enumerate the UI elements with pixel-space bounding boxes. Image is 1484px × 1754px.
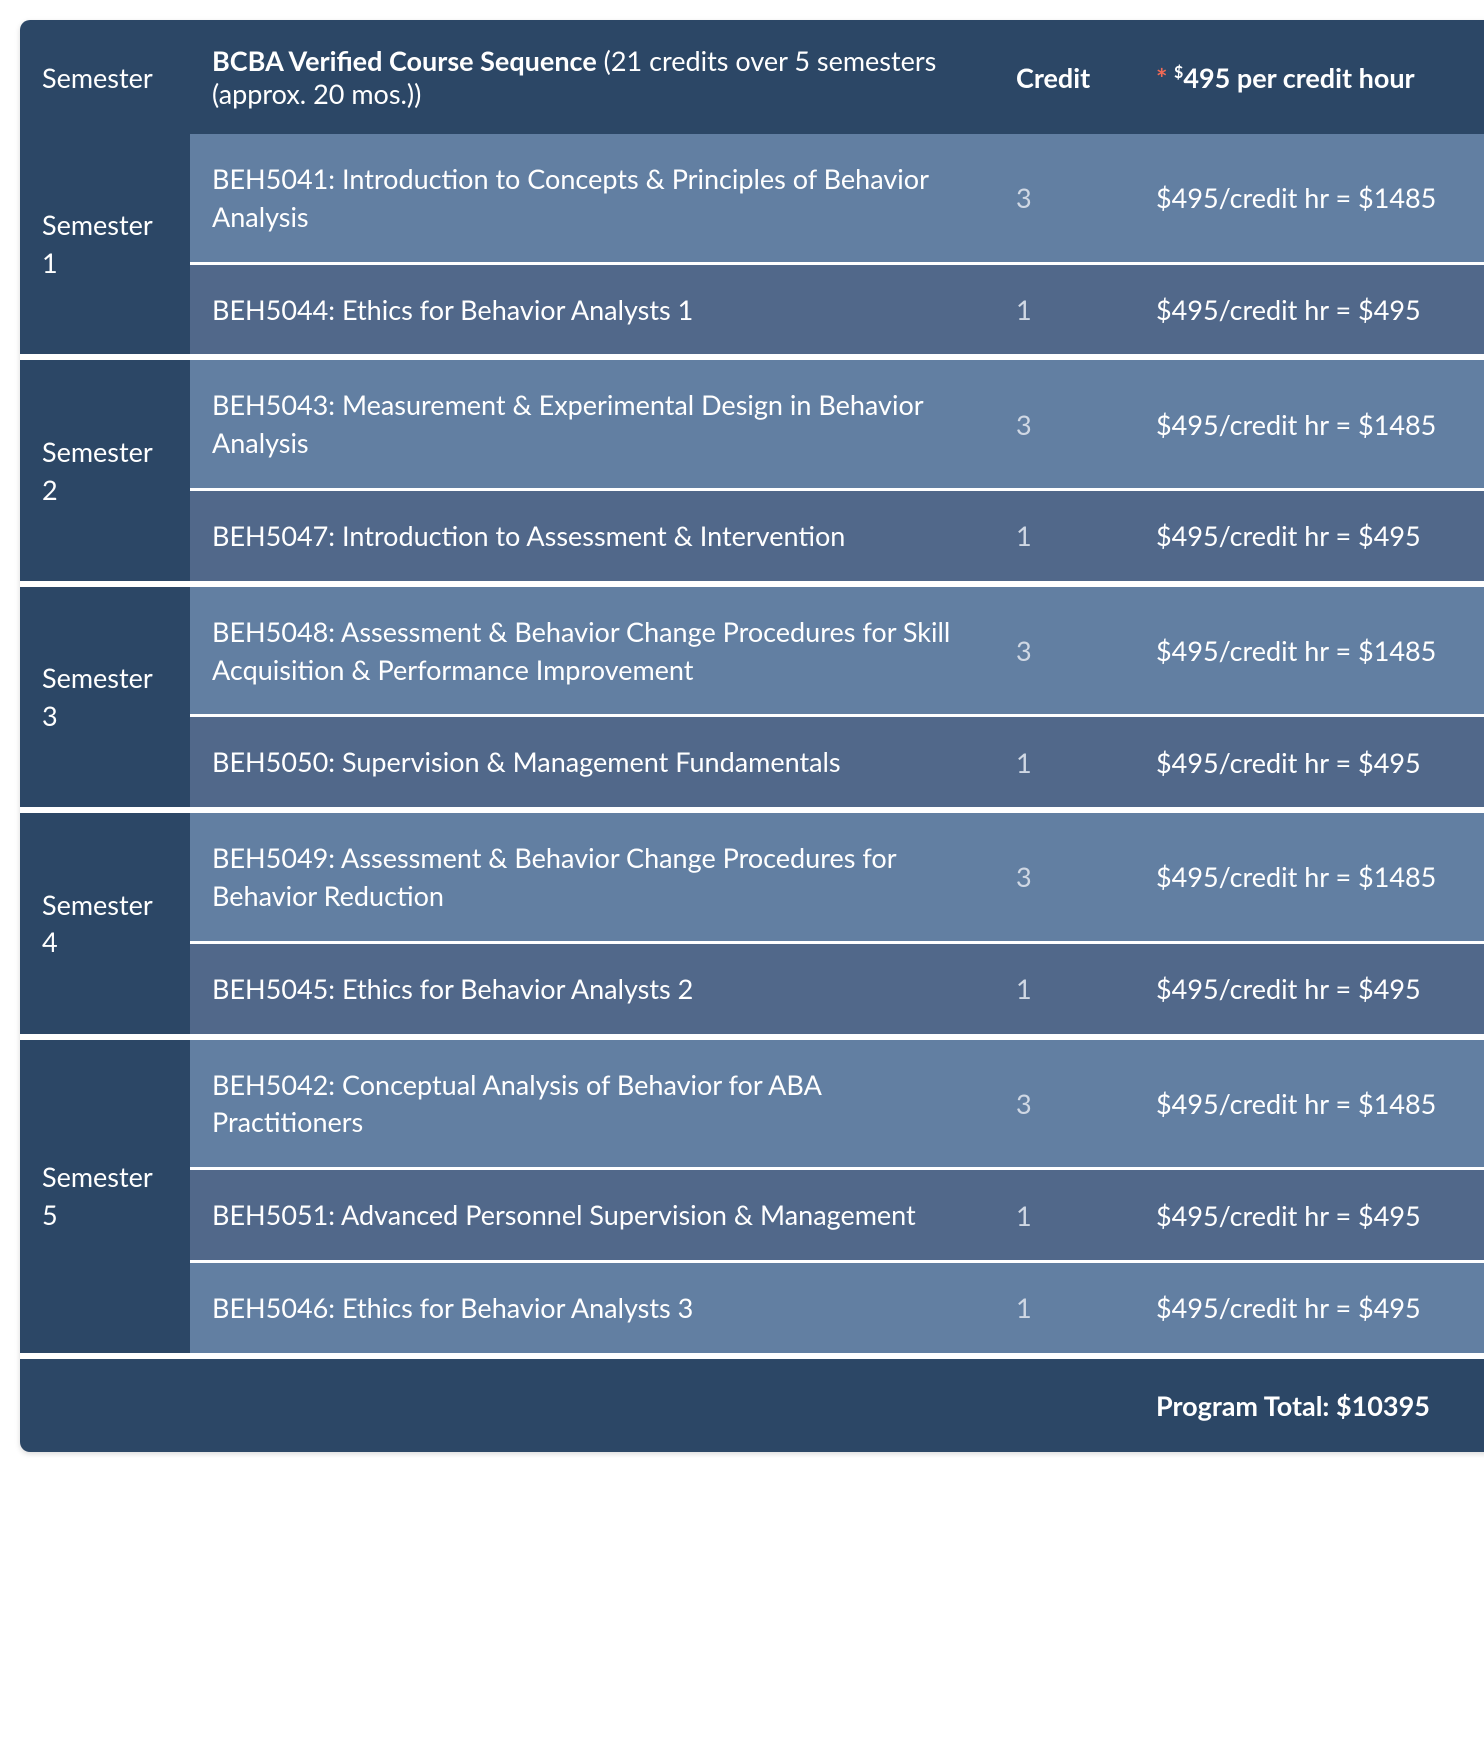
header-row: Semester BCBA Verified Course Sequence (… — [20, 20, 1484, 134]
course-price: $495/credit hr = $495 — [1134, 488, 1484, 581]
header-credit: Credit — [994, 20, 1134, 134]
course-price: $495/credit hr = $495 — [1134, 714, 1484, 807]
course-price: $495/credit hr = $495 — [1134, 1260, 1484, 1353]
table-row: BEH5051: Advanced Personnel Supervision … — [20, 1167, 1484, 1260]
table-row: Semester2BEH5043: Measurement & Experime… — [20, 354, 1484, 488]
course-credit: 1 — [994, 714, 1134, 807]
course-credit: 3 — [994, 134, 1134, 262]
course-price: $495/credit hr = $1485 — [1134, 581, 1484, 715]
table-row: Semester4BEH5049: Assessment & Behavior … — [20, 807, 1484, 941]
course-title: BEH5050: Supervision & Management Fundam… — [190, 714, 994, 807]
course-price: $495/credit hr = $1485 — [1134, 354, 1484, 488]
course-title: BEH5042: Conceptual Analysis of Behavior… — [190, 1034, 994, 1168]
table-row: BEH5047: Introduction to Assessment & In… — [20, 488, 1484, 581]
course-credit: 3 — [994, 807, 1134, 941]
semester-cell: Semester5 — [20, 1034, 190, 1353]
footer-row: Program Total: $10395 — [20, 1353, 1484, 1452]
semester-cell: Semester1 — [20, 134, 190, 354]
course-price: $495/credit hr = $495 — [1134, 262, 1484, 355]
course-credit: 3 — [994, 354, 1134, 488]
course-tbody: Semester1BEH5041: Introduction to Concep… — [20, 134, 1484, 1353]
course-table-wrap: Semester BCBA Verified Course Sequence (… — [20, 20, 1484, 1452]
course-credit: 3 — [994, 1034, 1134, 1168]
table-row: Semester3BEH5048: Assessment & Behavior … — [20, 581, 1484, 715]
course-credit: 1 — [994, 262, 1134, 355]
course-price: $495/credit hr = $495 — [1134, 941, 1484, 1034]
header-asterisk: * — [1156, 61, 1167, 94]
header-dollar: $ — [1174, 63, 1183, 82]
course-title: BEH5047: Introduction to Assessment & In… — [190, 488, 994, 581]
course-price: $495/credit hr = $1485 — [1134, 134, 1484, 262]
course-title: BEH5045: Ethics for Behavior Analysts 2 — [190, 941, 994, 1034]
course-price: $495/credit hr = $495 — [1134, 1167, 1484, 1260]
header-course: BCBA Verified Course Sequence (21 credit… — [190, 20, 994, 134]
header-price: * $495 per credit hour — [1134, 20, 1484, 134]
table-row: BEH5045: Ethics for Behavior Analysts 21… — [20, 941, 1484, 1034]
course-credit: 1 — [994, 1260, 1134, 1353]
course-price: $495/credit hr = $1485 — [1134, 807, 1484, 941]
course-title: BEH5048: Assessment & Behavior Change Pr… — [190, 581, 994, 715]
course-credit: 1 — [994, 1167, 1134, 1260]
course-credit: 1 — [994, 941, 1134, 1034]
course-title: BEH5044: Ethics for Behavior Analysts 1 — [190, 262, 994, 355]
header-semester: Semester — [20, 20, 190, 134]
table-row: Semester5BEH5042: Conceptual Analysis of… — [20, 1034, 1484, 1168]
table-row: BEH5044: Ethics for Behavior Analysts 11… — [20, 262, 1484, 355]
semester-cell: Semester3 — [20, 581, 190, 807]
table-row: Semester1BEH5041: Introduction to Concep… — [20, 134, 1484, 262]
course-title: BEH5046: Ethics for Behavior Analysts 3 — [190, 1260, 994, 1353]
table-row: BEH5050: Supervision & Management Fundam… — [20, 714, 1484, 807]
course-credit: 3 — [994, 581, 1134, 715]
course-price: $495/credit hr = $1485 — [1134, 1034, 1484, 1168]
course-title: BEH5051: Advanced Personnel Supervision … — [190, 1167, 994, 1260]
footer-total: Program Total: $10395 — [1134, 1353, 1484, 1452]
semester-cell: Semester2 — [20, 354, 190, 580]
header-price-text: 495 per credit hour — [1183, 61, 1414, 94]
course-title: BEH5043: Measurement & Experimental Desi… — [190, 354, 994, 488]
semester-cell: Semester4 — [20, 807, 190, 1033]
header-course-bold: BCBA Verified Course Sequence — [212, 44, 597, 77]
course-title: BEH5049: Assessment & Behavior Change Pr… — [190, 807, 994, 941]
table-row: BEH5046: Ethics for Behavior Analysts 31… — [20, 1260, 1484, 1353]
footer-spacer — [20, 1353, 1134, 1452]
course-title: BEH5041: Introduction to Concepts & Prin… — [190, 134, 994, 262]
course-credit: 1 — [994, 488, 1134, 581]
course-table: Semester BCBA Verified Course Sequence (… — [20, 20, 1484, 1452]
